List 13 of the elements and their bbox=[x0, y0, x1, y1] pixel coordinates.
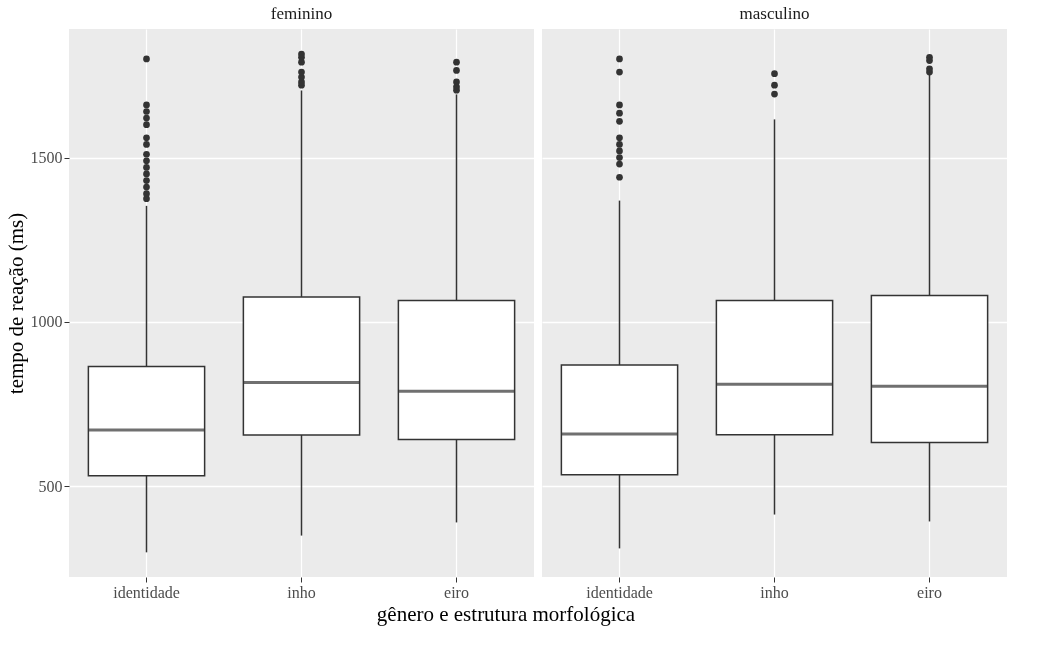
y-axis-title: tempo de reação (ms) bbox=[3, 212, 28, 395]
x-tick-label: identidade bbox=[586, 583, 653, 601]
x-tick-label: eiro bbox=[917, 583, 942, 601]
x-axis-title: gênero e estrutura morfológica bbox=[376, 602, 636, 626]
x-tick-label: identidade bbox=[113, 583, 180, 601]
x-tick-label: inho bbox=[287, 583, 316, 601]
y-tick-label: 1500 bbox=[30, 149, 63, 167]
chart-title: masculino bbox=[739, 4, 810, 23]
y-tick-label: 500 bbox=[38, 477, 63, 495]
y-tick-label: 1000 bbox=[30, 313, 63, 331]
x-tick-label: eiro bbox=[444, 583, 469, 601]
x-tick-label: inho bbox=[760, 583, 789, 601]
chart-title: feminino bbox=[270, 4, 333, 23]
